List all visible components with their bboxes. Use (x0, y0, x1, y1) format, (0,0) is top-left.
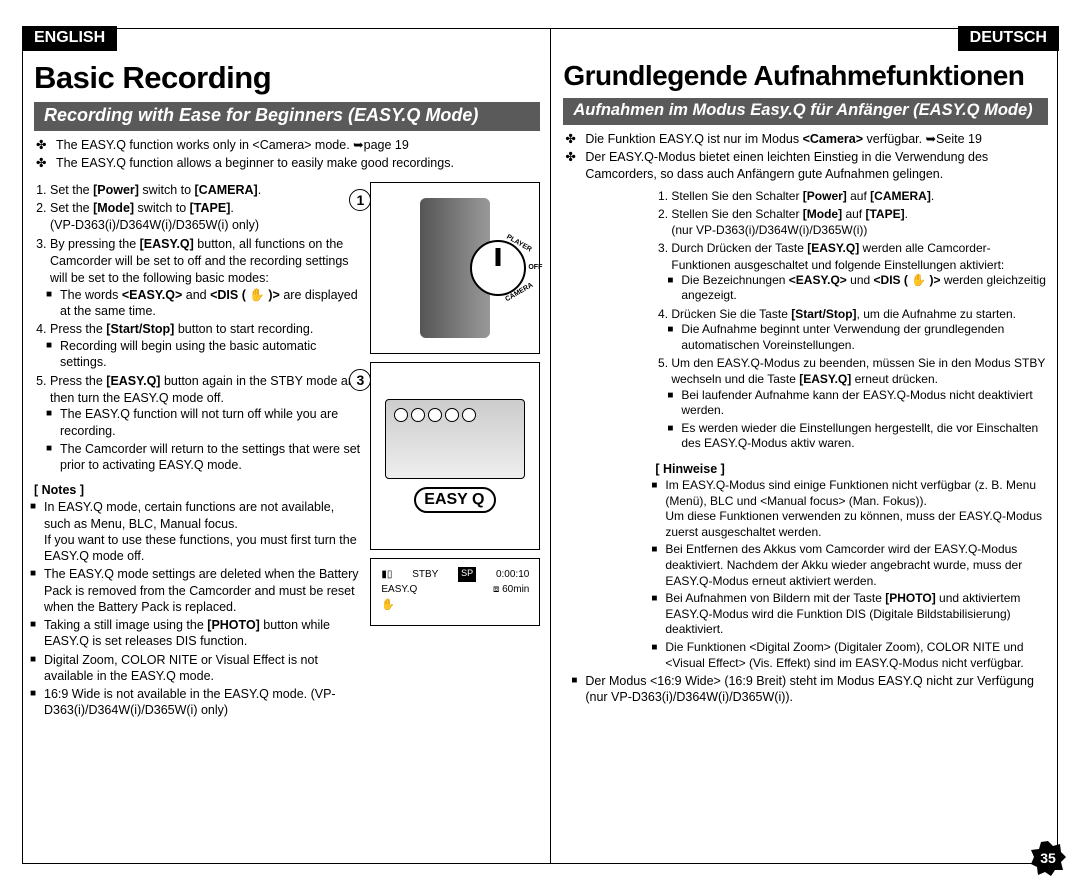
notes-hdr-de: [ Hinweise ] (655, 462, 1048, 476)
hand-icon: ✋ (381, 597, 395, 614)
figure-3: 3 EASY Q (370, 362, 540, 550)
note-en-3: Digital Zoom, COLOR NITE or Visual Effec… (44, 652, 362, 685)
step-de-2: Stellen Sie den Schalter [Mode] auf [TAP… (671, 206, 1048, 238)
note-en-0: In EASY.Q mode, certain functions are no… (44, 499, 362, 564)
step-de-4: Drücken Sie die Taste [Start/Stop], um d… (671, 306, 1048, 353)
subheader-english: Recording with Ease for Beginners (EASY.… (34, 102, 540, 131)
note-de-0: Im EASY.Q-Modus sind einige Funktionen n… (665, 478, 1048, 540)
step-de-5: Um den EASY.Q-Modus zu beenden, müssen S… (671, 355, 1048, 452)
note-de-1: Bei Entfernen des Akkus vom Camcorder wi… (665, 542, 1048, 589)
note-en-4: 16:9 Wide is not available in the EASY.Q… (44, 686, 362, 719)
intro-de-1: Der EASY.Q-Modus bietet einen leichten E… (585, 149, 1048, 182)
step-en-1: Set the [Power] switch to [CAMERA]. (50, 182, 362, 199)
intro-en-0: The EASY.Q function works only in <Camer… (56, 137, 540, 153)
step-de-1: Stellen Sie den Schalter [Power] auf [CA… (671, 188, 1048, 204)
note-en-2: Taking a still image using the [PHOTO] b… (44, 617, 362, 650)
title-english: Basic Recording (34, 60, 540, 96)
lang-tag-deutsch: DEUTSCH (958, 26, 1059, 51)
intro-en-1: The EASY.Q function allows a beginner to… (56, 155, 540, 171)
figure-1-num: 1 (349, 189, 371, 211)
battery-icon: ▮▯ (381, 567, 392, 582)
notes-hdr-en: [ Notes ] (34, 483, 362, 497)
step-en-5: Press the [EASY.Q] button again in the S… (50, 373, 362, 474)
figure-3-num: 3 (349, 369, 371, 391)
subheader-deutsch: Aufnahmen im Modus Easy.Q für Anfänger (… (563, 98, 1048, 125)
intro-de-0: Die Funktion EASY.Q ist nur im Modus <Ca… (585, 131, 1048, 147)
figure-1: 1 PLAYER OFF CAMERA (370, 182, 540, 354)
step-de-3: Durch Drücken der Taste [EASY.Q] werden … (671, 240, 1048, 304)
step-en-4: Press the [Start/Stop] button to start r… (50, 321, 362, 370)
lang-tag-english: ENGLISH (22, 26, 117, 51)
note-en-1: The EASY.Q mode settings are deleted whe… (44, 566, 362, 615)
easyq-pill-icon: EASY Q (414, 487, 496, 513)
note-de-3: Die Funktionen <Digital Zoom> (Digitaler… (665, 640, 1048, 671)
note-de-last: Der Modus <16:9 Wide> (16:9 Breit) steht… (585, 673, 1048, 706)
note-de-2: Bei Aufnahmen von Bildern mit der Taste … (665, 591, 1048, 638)
osd-display: ▮▯ STBY SP 0:00:10 EASY.Q ⧈ 60min ✋ (370, 558, 540, 626)
title-deutsch: Grundlegende Aufnahmefunktionen (563, 60, 1048, 92)
step-en-2: Set the [Mode] switch to [TAPE]. (VP-D36… (50, 200, 362, 234)
step-en-3: By pressing the [EASY.Q] button, all fun… (50, 236, 362, 319)
tape-icon: ⧈ 60min (493, 582, 529, 597)
page-number-badge: 35 (1030, 840, 1066, 876)
power-dial-icon: PLAYER OFF CAMERA (470, 240, 526, 296)
